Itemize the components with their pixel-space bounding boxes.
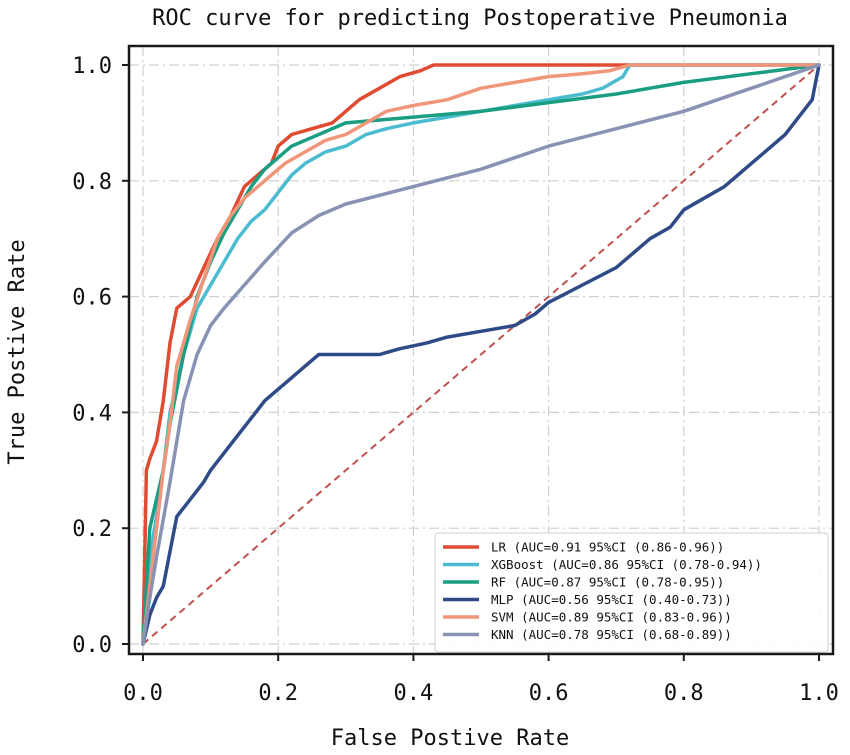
x-tick-label: 1.0	[799, 681, 839, 706]
x-tick-label: 0.8	[664, 681, 704, 706]
y-tick-label: 0.0	[72, 633, 112, 658]
y-tick-label: 0.2	[72, 517, 112, 542]
y-axis-label: True Postive Rate	[5, 239, 30, 464]
y-tick-label: 0.6	[72, 286, 112, 311]
reference-diagonal-line	[142, 64, 820, 645]
chart-title: ROC curve for predicting Postoperative P…	[152, 6, 788, 31]
plot-frame	[127, 44, 835, 656]
ticks-group: 0.0 0.0 0.2 0.2 0.4 0.4 0.6 0.6 0.8 0.8 1.0 1.0	[72, 54, 839, 706]
series-line-mlp	[141, 63, 821, 646]
legend-label-lr: LR (AUC=0.91 95%CI (0.86-0.96))	[491, 540, 724, 555]
legend-label-xgboost: XGBoost (AUC=0.86 95%CI (0.78-0.94))	[491, 557, 762, 572]
y-tick-label: 0.4	[72, 401, 112, 426]
series-group	[141, 63, 821, 646]
legend-label-knn: KNN (AUC=0.78 95%CI (0.68-0.89))	[491, 627, 732, 642]
x-axis-label: False Postive Rate	[331, 726, 569, 751]
series-line-svm	[141, 63, 821, 646]
legend-label-svm: SVM (AUC=0.89 95%CI (0.83-0.96))	[491, 610, 732, 625]
x-tick-label: 0.6	[529, 681, 569, 706]
legend-label-mlp: MLP (AUC=0.56 95%CI (0.40-0.73))	[491, 592, 732, 607]
legend: LR (AUC=0.91 95%CI (0.86-0.96)) XGBoost (…	[434, 532, 829, 653]
y-tick-label: 0.8	[72, 170, 112, 195]
x-tick-label: 0.4	[394, 681, 434, 706]
series-line-knn	[141, 63, 821, 646]
reference-line-group	[142, 64, 820, 645]
series-line-lr	[141, 63, 821, 646]
x-tick-label: 0.0	[123, 681, 163, 706]
legend-label-rf: RF (AUC=0.87 95%CI (0.78-0.95))	[491, 575, 724, 590]
legend-box	[434, 532, 829, 653]
y-tick-label: 1.0	[72, 54, 112, 79]
x-tick-label: 0.2	[258, 681, 298, 706]
